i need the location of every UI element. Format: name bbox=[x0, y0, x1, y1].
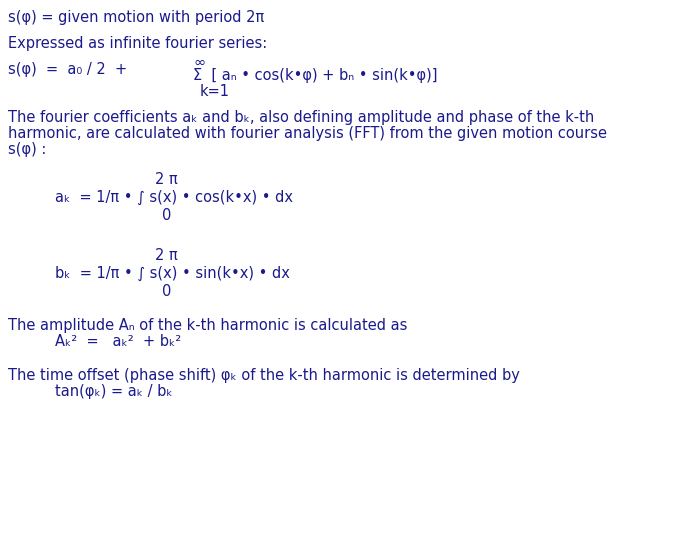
Text: Expressed as infinite fourier series:: Expressed as infinite fourier series: bbox=[8, 36, 268, 51]
Text: tan(φₖ) = aₖ / bₖ: tan(φₖ) = aₖ / bₖ bbox=[55, 384, 173, 399]
Text: ∞: ∞ bbox=[193, 55, 205, 70]
Text: The time offset (phase shift) φₖ of the k-th harmonic is determined by: The time offset (phase shift) φₖ of the … bbox=[8, 368, 520, 383]
Text: 0: 0 bbox=[162, 208, 172, 223]
Text: harmonic, are calculated with fourier analysis (FFT) from the given motion cours: harmonic, are calculated with fourier an… bbox=[8, 126, 607, 141]
Text: 2 π: 2 π bbox=[155, 172, 178, 187]
Text: 2 π: 2 π bbox=[155, 248, 178, 263]
Text: Σ  [ aₙ • cos(k•φ) + bₙ • sin(k•φ)]: Σ [ aₙ • cos(k•φ) + bₙ • sin(k•φ)] bbox=[193, 68, 438, 83]
Text: The amplitude Aₙ of the k-th harmonic is calculated as: The amplitude Aₙ of the k-th harmonic is… bbox=[8, 318, 407, 333]
Text: s(φ)  =  a₀ / 2  +: s(φ) = a₀ / 2 + bbox=[8, 62, 127, 77]
Text: s(φ) :: s(φ) : bbox=[8, 142, 47, 157]
Text: 0: 0 bbox=[162, 284, 172, 299]
Text: Aₖ²  =   aₖ²  + bₖ²: Aₖ² = aₖ² + bₖ² bbox=[55, 334, 181, 349]
Text: aₖ  = 1/π • ∫ s(x) • cos(k•x) • dx: aₖ = 1/π • ∫ s(x) • cos(k•x) • dx bbox=[55, 190, 293, 205]
Text: bₖ  = 1/π • ∫ s(x) • sin(k•x) • dx: bₖ = 1/π • ∫ s(x) • sin(k•x) • dx bbox=[55, 266, 290, 281]
Text: s(φ) = given motion with period 2π: s(φ) = given motion with period 2π bbox=[8, 10, 264, 25]
Text: The fourier coefficients aₖ and bₖ, also defining amplitude and phase of the k-t: The fourier coefficients aₖ and bₖ, also… bbox=[8, 110, 594, 125]
Text: k=1: k=1 bbox=[200, 84, 230, 99]
